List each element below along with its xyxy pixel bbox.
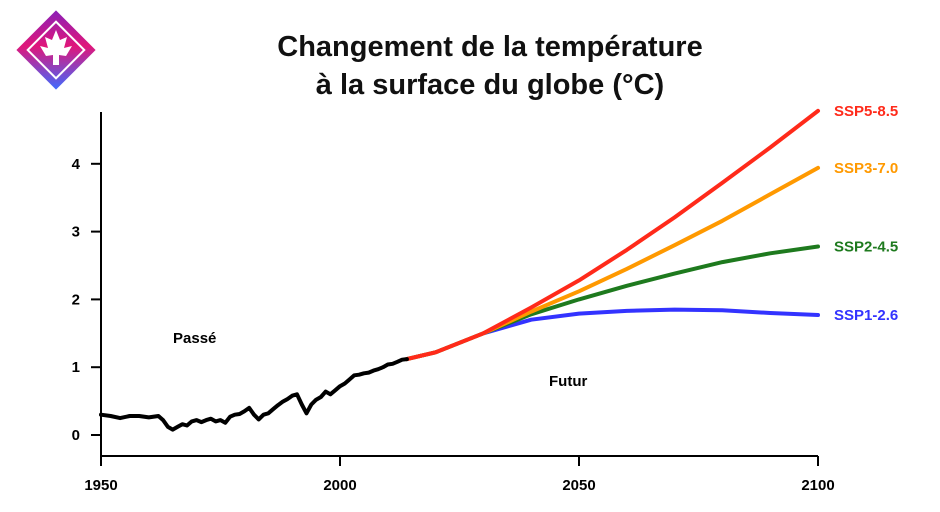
axes: [100, 112, 818, 457]
series-labels: SSP1-2.6 SSP2-4.5 SSP3-7.0 SSP5-8.5: [834, 103, 898, 324]
series-label-ssp1-2-6: SSP1-2.6: [834, 307, 898, 324]
series-line-ssp3-7-0: [404, 165, 820, 362]
series-line-ssp5-8-5: [404, 108, 820, 362]
y-tick-label: 2: [72, 291, 80, 308]
maple-leaf-logo-icon: [16, 10, 96, 90]
x-tick-label: 2100: [801, 477, 834, 494]
past-annotation: Passé: [173, 330, 216, 347]
series-line-historical: [99, 357, 409, 432]
y-tick-label: 4: [72, 156, 81, 173]
series-lines: [99, 108, 820, 432]
chart-title-line-2: à la surface du globe (°C): [315, 69, 665, 101]
series-label-ssp3-7-0: SSP3-7.0: [834, 160, 898, 177]
series-line-ssp2-4-5: [404, 244, 820, 362]
series-label-ssp2-4-5: SSP2-4.5: [834, 239, 898, 256]
series-line-ssp1-2-6: [404, 307, 820, 362]
y-tick-label: 1: [72, 359, 80, 376]
x-ticks: 1950 2000 2050 2100: [84, 456, 835, 494]
future-annotation: Futur: [549, 373, 587, 390]
series-label-ssp5-8-5: SSP5-8.5: [834, 103, 898, 120]
y-tick-label: 3: [72, 224, 80, 241]
chart-title-line-1: Changement de la température: [277, 31, 703, 63]
x-tick-label: 2050: [562, 477, 595, 494]
y-tick-label: 0: [72, 427, 80, 444]
chart-title: Changement de la température à la surfac…: [190, 28, 790, 104]
y-ticks: 0 1 2 3 4: [72, 156, 101, 444]
x-tick-label: 1950: [84, 477, 117, 494]
x-tick-label: 2000: [323, 477, 356, 494]
